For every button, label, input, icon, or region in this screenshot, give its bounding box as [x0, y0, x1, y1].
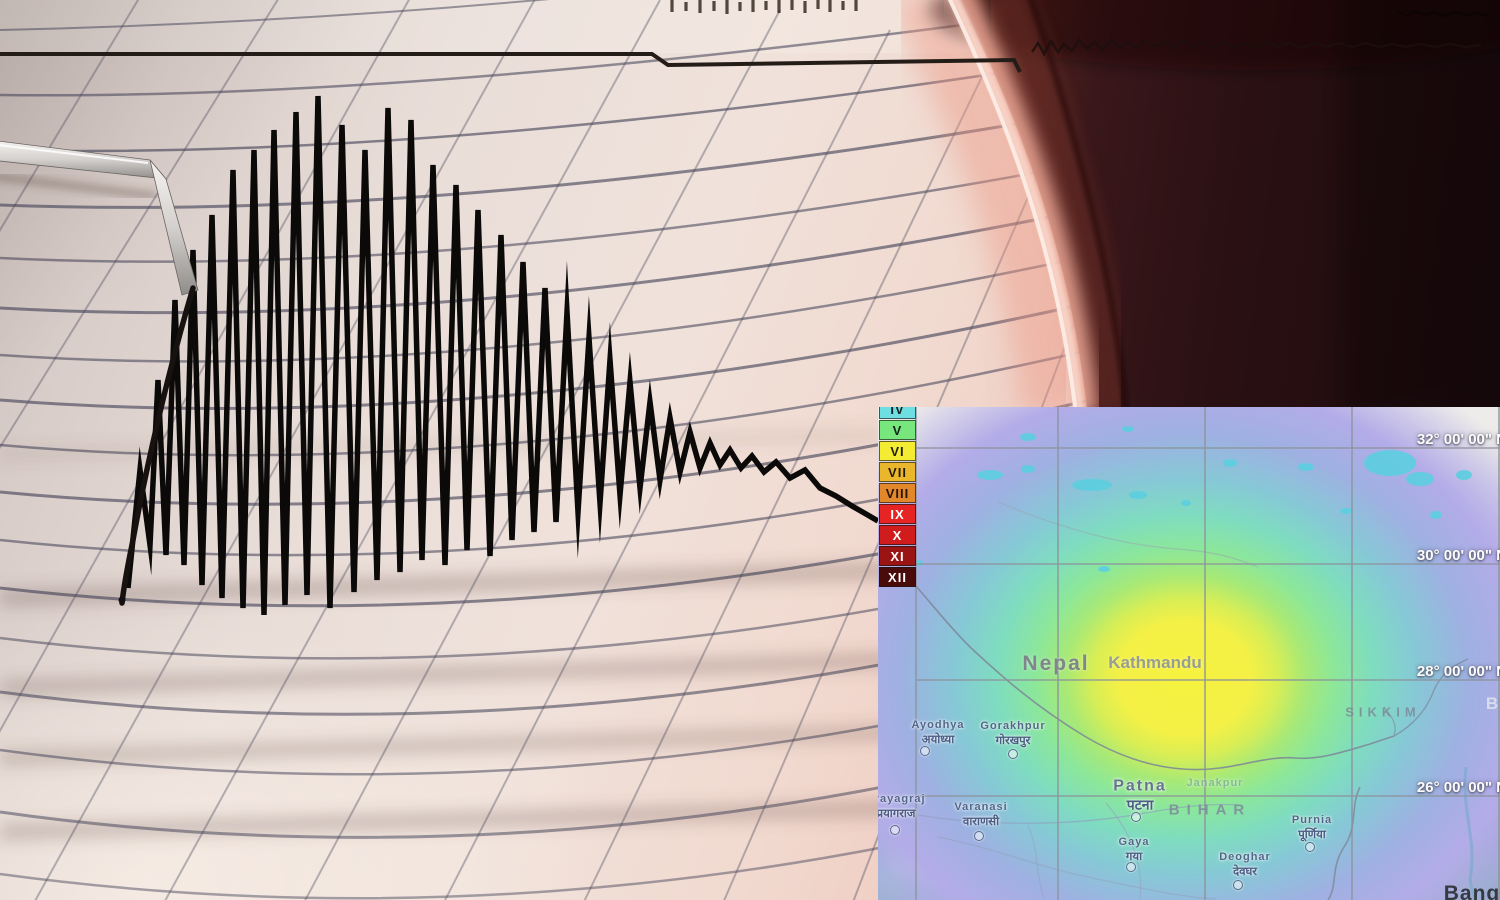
region-label-nepal: Nepal	[1022, 652, 1090, 675]
place-name: Janakpur	[1186, 777, 1244, 790]
place-label-gaya: Gaya गया	[1119, 836, 1150, 864]
place-label-prayagraj: Prayagraj प्रयागराज	[878, 793, 926, 821]
paper-edge-band	[949, 0, 1085, 416]
city-marker	[920, 746, 930, 756]
paper-edge-highlight	[947, 0, 1078, 416]
city-marker	[1131, 812, 1141, 822]
intensity-legend: IV V VI VII VIII IX X XI XII	[879, 407, 918, 588]
place-name-hindi: पूर्णिया	[1298, 828, 1326, 841]
region-label-b: B	[1485, 694, 1499, 713]
baseline-line	[0, 52, 1022, 73]
place-label-janakpur: Janakpur	[1187, 777, 1244, 791]
seismic-trace	[125, 95, 880, 616]
legend-item-xi: XI	[879, 546, 916, 566]
place-name: Prayagraj	[878, 792, 926, 805]
legend-item-ix: IX	[879, 504, 916, 524]
place-name-hindi: अयोध्या	[921, 733, 955, 746]
city-marker	[1008, 749, 1018, 759]
pen-arm-elbow	[149, 159, 199, 296]
city-marker	[1305, 842, 1315, 852]
legend-item-x: X	[879, 525, 916, 545]
drum-inner-line	[1028, 0, 1129, 416]
drum-edge-glow	[981, 0, 1133, 418]
place-name-hindi: वाराणसी	[962, 815, 1000, 828]
place-name-hindi: प्रयागराज	[878, 807, 916, 820]
place-name: Patna	[1113, 777, 1167, 795]
top-tick-marks	[670, 0, 858, 14]
place-name-hindi: गया	[1125, 850, 1143, 863]
region-label-sikkim: SIKKIM	[1345, 704, 1421, 720]
lakes	[913, 426, 1472, 572]
east-border	[1327, 786, 1361, 900]
city-marker	[1126, 862, 1136, 872]
latitude-label: 32° 00' 00" N	[1416, 431, 1500, 448]
map-labels: 32° 00' 00" N 30° 00' 00" N 28° 00' 00" N 2…	[878, 407, 1500, 900]
shake-intensity-gradient	[878, 407, 1500, 900]
pen-arm-shadow	[0, 172, 157, 201]
place-label-deoghar: Deoghar देवघर	[1219, 851, 1271, 879]
drum-corner-scratch	[1397, 9, 1489, 18]
place-label-patna: Patna पटना	[1113, 776, 1167, 814]
latitude-label: 28° 00' 00" N	[1416, 663, 1500, 680]
region-label-bihar: BIHAR	[1168, 801, 1252, 819]
baseline-wiggle	[1031, 38, 1482, 57]
place-name-hindi: गोरखपुर	[995, 734, 1031, 747]
map-overlay	[905, 407, 1500, 900]
city-marker	[1233, 880, 1243, 890]
latitude-label: 26° 00' 00" N	[1416, 779, 1500, 796]
place-label-gorakhpur: Gorakhpur गोरखपुर	[980, 720, 1045, 748]
legend-item-viii: VIII	[879, 483, 916, 503]
legend-item-iv: IV	[879, 407, 916, 419]
place-label-purnia: Purnia पूर्णिया	[1292, 814, 1332, 842]
intensity-map-inset: 32° 00' 00" N 30° 00' 00" N 28° 00' 00" N 2…	[878, 407, 1500, 900]
place-name: Varanasi	[954, 800, 1008, 813]
place-name: Ayodhya	[911, 718, 965, 731]
legend-item-vii: VII	[879, 462, 916, 482]
pen-needle	[119, 285, 196, 606]
place-label-ayodhya: Ayodhya अयोध्या	[911, 719, 964, 747]
place-name-hindi: पटना	[1126, 796, 1154, 813]
place-name: Purnia	[1291, 813, 1333, 826]
city-marker	[890, 825, 900, 835]
place-name-hindi: देवघर	[1232, 865, 1257, 878]
city-marker	[974, 831, 984, 841]
paper-edge-glow	[949, 0, 1099, 417]
legend-item-v: V	[879, 420, 916, 440]
drum-right-shade	[1340, 0, 1500, 420]
region-label-kathmandu: Kathmandu	[1108, 653, 1202, 672]
place-name: Deoghar	[1219, 850, 1271, 863]
legend-item-xii: XII	[879, 567, 916, 587]
region-label-bang: Bang	[1443, 882, 1500, 900]
place-label-varanasi: Varanasi वाराणसी	[954, 801, 1007, 829]
paper-edge-pink-wash	[888, 0, 1082, 419]
legend-item-vi: VI	[879, 441, 916, 461]
latitude-label: 30° 00' 00" N	[1416, 547, 1500, 564]
pen-arm-highlight	[0, 144, 149, 164]
paper-top-strip	[0, 0, 1010, 53]
place-name: Gorakhpur	[980, 719, 1046, 732]
seismograph-pen-arm	[0, 140, 199, 606]
seismograph-drum	[888, 0, 1500, 420]
nepal-border	[905, 574, 1395, 771]
baseline-trace	[0, 0, 1489, 73]
place-name: Gaya	[1118, 835, 1150, 848]
pen-tip	[118, 596, 126, 604]
